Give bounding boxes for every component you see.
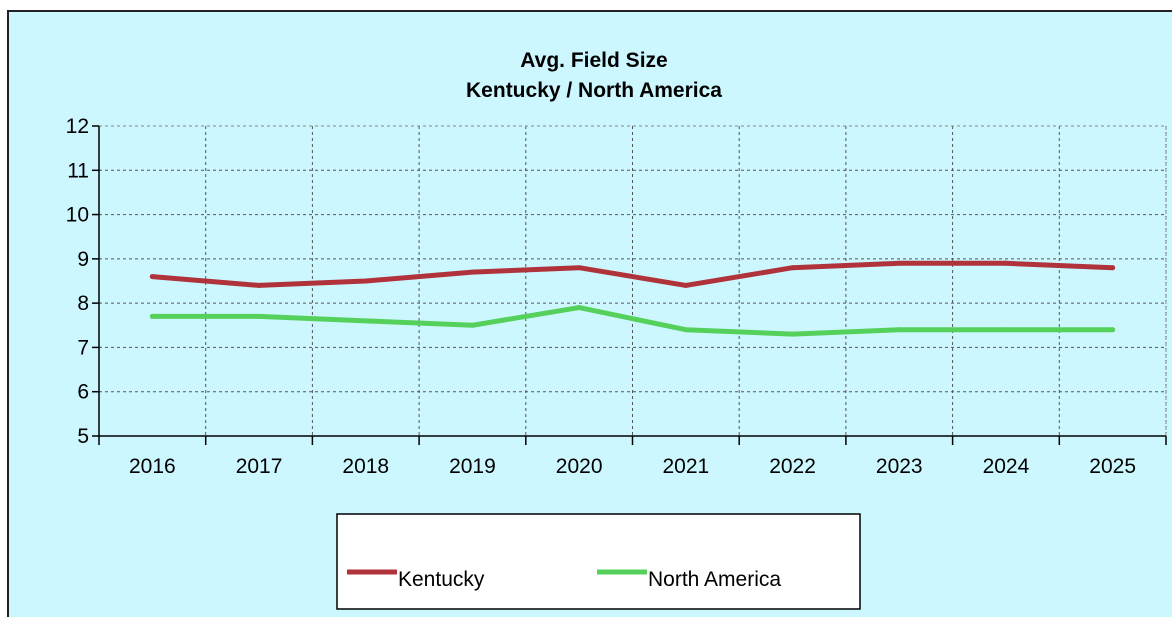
plot-area bbox=[98, 125, 1167, 437]
series-line-north-america bbox=[149, 305, 1116, 337]
data-point bbox=[1003, 260, 1009, 266]
y-tick-label: 10 bbox=[66, 204, 89, 227]
data-point bbox=[363, 278, 369, 284]
data-point bbox=[1110, 265, 1116, 271]
data-point bbox=[469, 269, 475, 275]
data-point bbox=[256, 282, 262, 288]
y-tick-label: 9 bbox=[77, 248, 89, 271]
x-tick-label: 2021 bbox=[662, 455, 709, 478]
legend: Kentucky North America bbox=[336, 513, 861, 610]
data-point bbox=[576, 265, 582, 271]
series-lines bbox=[149, 260, 1116, 337]
data-point bbox=[149, 274, 155, 280]
x-tick-label: 2023 bbox=[876, 455, 923, 478]
y-tick-label: 8 bbox=[77, 292, 89, 315]
x-tick-label: 2018 bbox=[342, 455, 389, 478]
data-point bbox=[1003, 327, 1009, 333]
data-point bbox=[149, 313, 155, 319]
data-point bbox=[683, 282, 689, 288]
data-point bbox=[896, 260, 902, 266]
x-tick-label: 2019 bbox=[449, 455, 496, 478]
data-point bbox=[256, 313, 262, 319]
data-point bbox=[469, 322, 475, 328]
y-tick-label: 11 bbox=[67, 159, 89, 182]
data-point bbox=[790, 265, 796, 271]
data-point bbox=[896, 327, 902, 333]
legend-label: Kentucky bbox=[398, 568, 485, 591]
legend-label: North America bbox=[648, 568, 781, 591]
y-tick-label: 7 bbox=[77, 336, 89, 359]
y-tick-label: 5 bbox=[77, 425, 89, 448]
x-tick-label: 2024 bbox=[983, 455, 1030, 478]
x-tick-label: 2017 bbox=[236, 455, 283, 478]
data-point bbox=[683, 327, 689, 333]
data-point bbox=[576, 305, 582, 311]
chart-title: Avg. Field Size bbox=[520, 49, 667, 72]
axes: 5 6 7 8 9 10 11 12 2016 2017 2018 2019 2020 2021 2022 2… bbox=[66, 115, 1167, 478]
chart-subtitle: Kentucky / North America bbox=[466, 79, 722, 102]
data-point bbox=[1110, 327, 1116, 333]
data-point bbox=[363, 318, 369, 324]
legend-box bbox=[336, 513, 861, 610]
y-tick-label: 12 bbox=[66, 115, 89, 138]
x-tick-label: 2025 bbox=[1089, 455, 1136, 478]
x-tick-label: 2020 bbox=[556, 455, 603, 478]
x-tick-label: 2022 bbox=[769, 455, 816, 478]
series-line-kentucky bbox=[149, 260, 1116, 288]
grid bbox=[98, 125, 1167, 437]
x-tick-label: 2016 bbox=[129, 455, 176, 478]
y-tick-label: 6 bbox=[77, 381, 89, 404]
data-point bbox=[790, 331, 796, 337]
